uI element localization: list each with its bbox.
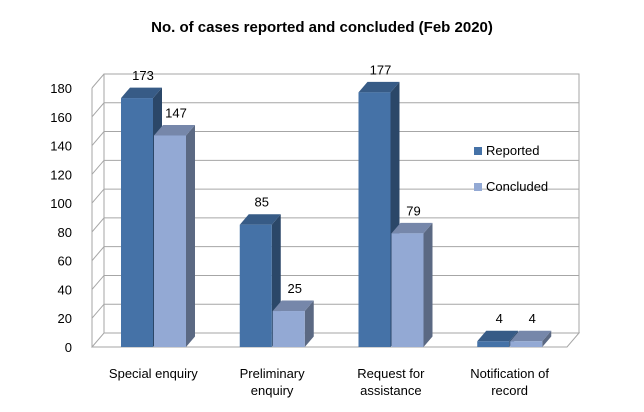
legend-item-reported: Reported	[474, 143, 539, 158]
bars	[121, 81, 552, 348]
legend-label: Reported	[486, 143, 539, 158]
y-tick-label: 20	[58, 311, 72, 326]
y-tick-label: 100	[50, 196, 72, 211]
data-label: 25	[288, 281, 302, 296]
legend-item-concluded: Concluded	[474, 179, 548, 194]
y-tick-label: 60	[58, 254, 72, 269]
bar-concluded-3	[510, 330, 552, 347]
y-tick-label: 120	[50, 167, 72, 182]
bar-concluded-1	[272, 300, 314, 347]
data-labels: 173 147 85 25 177 79 4 4	[132, 62, 536, 326]
bar-reported-2	[358, 81, 400, 348]
bar-concluded-0	[154, 124, 195, 347]
y-tick-label: 0	[65, 340, 72, 355]
data-label: 147	[165, 105, 187, 120]
y-axis-ticks: 0 20 40 60 80 100 120 140 160 180	[50, 81, 72, 355]
chart-title: No. of cases reported and concluded (Feb…	[151, 19, 493, 36]
legend-label: Concluded	[486, 179, 548, 194]
gridline	[91, 102, 579, 118]
gridline	[91, 159, 579, 175]
data-label: 79	[406, 203, 420, 218]
data-label: 177	[370, 62, 392, 77]
y-tick-label: 80	[58, 225, 72, 240]
data-label: 85	[255, 195, 269, 210]
gridline	[91, 131, 579, 146]
y-tick-label: 180	[50, 81, 72, 96]
category-labels: Special enquiry Preliminary enquiry Request…	[109, 366, 549, 398]
legend-swatch	[474, 183, 482, 191]
gridline	[91, 188, 579, 204]
bar-concluded-2	[391, 222, 433, 347]
category-label: Notification of record	[470, 366, 549, 398]
category-label: Special enquiry	[109, 366, 198, 381]
data-label: 4	[529, 311, 536, 326]
legend-swatch	[474, 147, 482, 155]
y-tick-label: 40	[58, 282, 72, 297]
y-tick-label: 140	[50, 139, 72, 154]
legend: Reported Concluded	[474, 143, 548, 194]
gridline	[91, 73, 579, 89]
y-tick-label: 160	[50, 110, 72, 125]
category-label: Request for assistance	[357, 366, 425, 398]
data-label: 4	[496, 311, 503, 326]
data-label: 173	[132, 68, 154, 83]
gridline	[91, 217, 579, 233]
category-label: Preliminary enquiry	[240, 366, 306, 398]
